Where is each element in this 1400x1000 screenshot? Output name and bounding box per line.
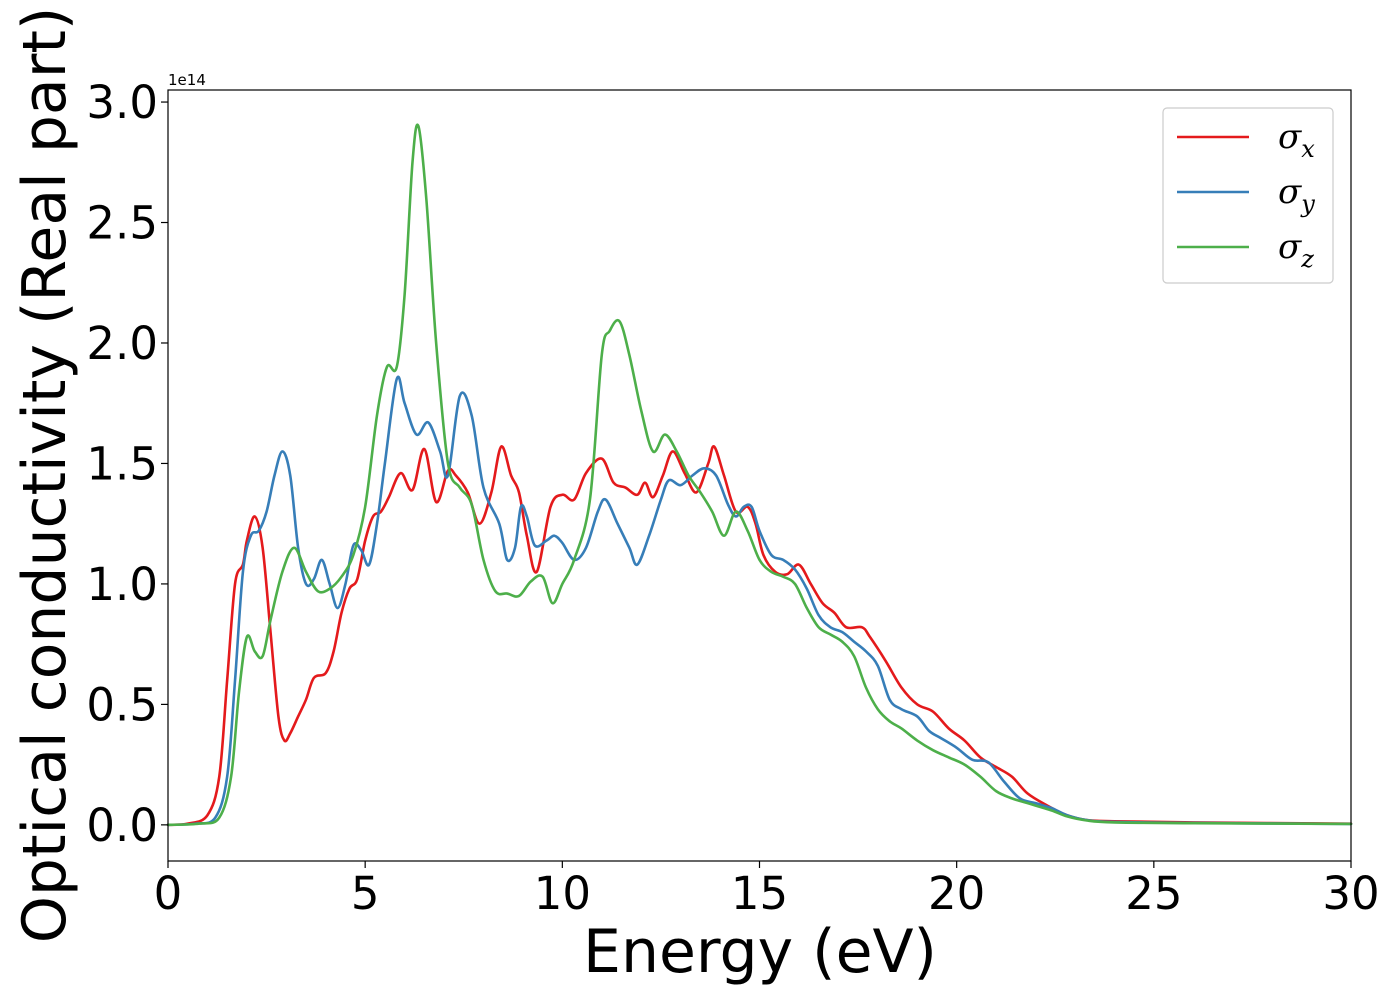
- x-tick-label: 10: [534, 867, 591, 920]
- series-line-z: [166, 123, 1353, 827]
- x-axis-label: Energy (eV): [583, 917, 937, 987]
- x-tick-label: 25: [1125, 867, 1182, 920]
- legend-frame: [1162, 107, 1334, 284]
- y-tick-label: 3.0: [86, 76, 158, 129]
- y-axis-label: Optical conductivity (Real part): [10, 7, 80, 944]
- series-line-y: [166, 375, 1353, 827]
- y-tick-label: 1.0: [86, 558, 158, 611]
- x-tick-label: 5: [351, 867, 380, 920]
- x-tick-label: 0: [154, 867, 183, 920]
- x-tick-label: 20: [928, 867, 985, 920]
- x-tick-label: 30: [1322, 867, 1379, 920]
- y-offset-label: 1e14: [168, 71, 206, 89]
- series-line-x: [166, 445, 1353, 827]
- y-tick-label: 2.0: [86, 317, 158, 370]
- x-tick-label: 15: [731, 867, 788, 920]
- y-tick-label: 1.5: [86, 437, 158, 490]
- y-tick-label: 0.0: [86, 799, 158, 852]
- y-tick-label: 0.5: [86, 678, 158, 731]
- y-tick-label: 2.5: [86, 197, 158, 250]
